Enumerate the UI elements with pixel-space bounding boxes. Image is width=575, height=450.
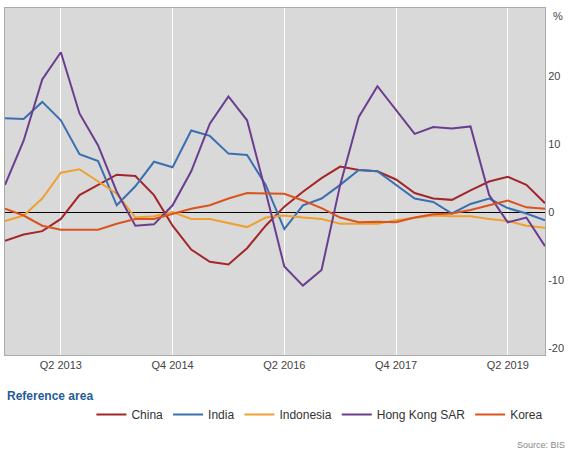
svg-text:-20: -20 [548,342,564,354]
svg-text:Reference area: Reference area [7,389,93,403]
svg-text:Q4 2014: Q4 2014 [151,359,193,371]
svg-text:India: India [208,408,234,422]
svg-text:Q4 2017: Q4 2017 [375,359,417,371]
svg-text:Q2 2019: Q2 2019 [487,359,529,371]
svg-text:Indonesia: Indonesia [279,408,331,422]
svg-text:China: China [131,408,163,422]
svg-text:20: 20 [548,70,560,82]
svg-text:Hong Kong SAR: Hong Kong SAR [377,408,465,422]
svg-text:%: % [553,10,563,22]
svg-text:-10: -10 [548,274,564,286]
svg-text:0: 0 [548,206,554,218]
svg-text:Q2 2013: Q2 2013 [40,359,82,371]
svg-text:10: 10 [548,138,560,150]
svg-text:Q2 2016: Q2 2016 [263,359,305,371]
svg-text:Source: BIS: Source: BIS [517,440,565,450]
svg-text:Korea: Korea [510,408,542,422]
